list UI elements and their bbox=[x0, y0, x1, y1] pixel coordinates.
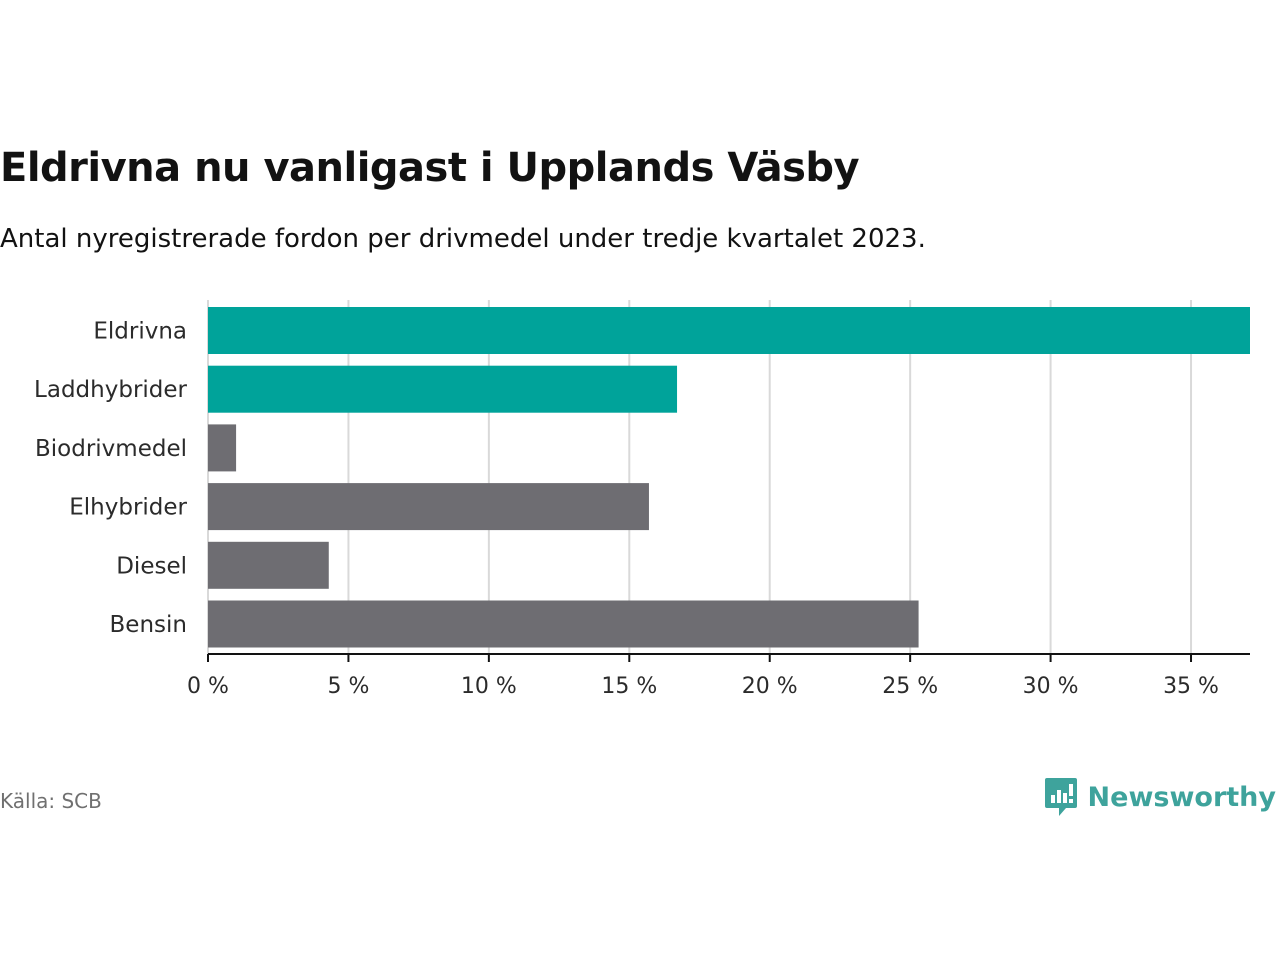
bar-laddhybrider bbox=[208, 365, 678, 413]
category-label-elhybrider: Elhybrider bbox=[69, 495, 187, 521]
x-axis: 0 % 5 % 10 % 15 % 20 % 25 % 30 % 35 % bbox=[187, 653, 1250, 699]
chart-title: Eldrivna nu vanligast i Upplands Väsby bbox=[0, 145, 860, 191]
grid-lines bbox=[207, 300, 1193, 654]
category-label-laddhybrider: Laddhybrider bbox=[34, 377, 187, 403]
bar-biodrivmedel bbox=[208, 424, 237, 472]
brand-name: Newsworthy bbox=[1087, 781, 1276, 813]
x-tick-label-25: 25 % bbox=[882, 674, 938, 699]
x-tick-label-5: 5 % bbox=[327, 674, 369, 699]
bars bbox=[208, 307, 1250, 648]
bar-diesel bbox=[208, 541, 329, 589]
x-tick-label-35: 35 % bbox=[1163, 674, 1219, 699]
category-label-diesel: Diesel bbox=[116, 553, 187, 579]
x-tick-label-0: 0 % bbox=[187, 674, 229, 699]
bar-chart: Eldrivna Laddhybrider Biodrivmedel Elhybrid… bbox=[34, 300, 1250, 699]
bar-bensin bbox=[208, 600, 919, 648]
x-tick-label-20: 20 % bbox=[742, 674, 798, 699]
category-label-biodrivmedel: Biodrivmedel bbox=[35, 436, 187, 462]
category-label-eldrivna: Eldrivna bbox=[93, 319, 187, 345]
bar-elhybrider bbox=[208, 483, 649, 531]
category-label-bensin: Bensin bbox=[110, 612, 187, 638]
chart-subtitle: Antal nyregistrerade fordon per drivmede… bbox=[0, 224, 926, 254]
x-tick-label-10: 10 % bbox=[461, 674, 517, 699]
category-labels: Eldrivna Laddhybrider Biodrivmedel Elhybrid… bbox=[34, 319, 187, 639]
bar-eldrivna bbox=[208, 307, 1250, 354]
source-note: Källa: SCB bbox=[0, 789, 102, 813]
x-tick-label-15: 15 % bbox=[601, 674, 657, 699]
x-tick-label-30: 30 % bbox=[1023, 674, 1079, 699]
newsworthy-logo-icon bbox=[1044, 778, 1077, 816]
brand: Newsworthy bbox=[1044, 776, 1276, 818]
